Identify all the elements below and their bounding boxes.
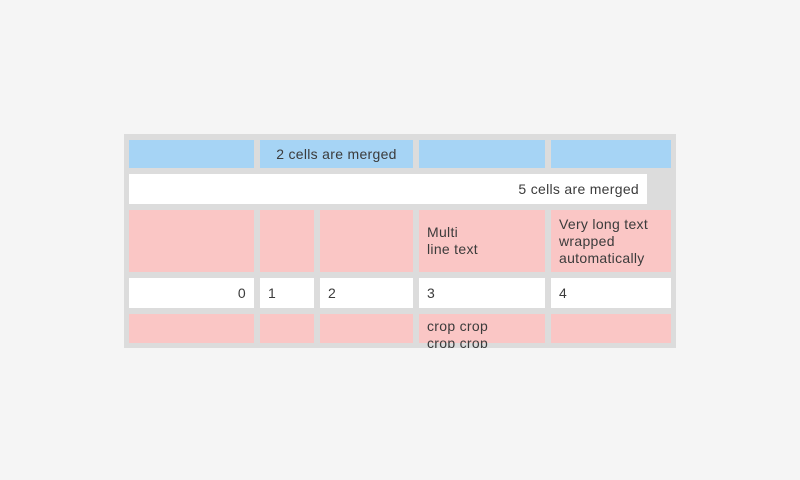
table-cell[interactable] (129, 314, 254, 343)
number-cell-4[interactable]: 4 (551, 278, 671, 308)
number-cell-3[interactable]: 3 (419, 278, 545, 308)
number-label-3: 3 (427, 284, 436, 301)
table-cell[interactable] (320, 314, 413, 343)
table-cell[interactable] (129, 210, 254, 272)
crop-text-cell[interactable]: crop crop crop crop (419, 314, 545, 348)
wrapped-text-label: Very long text wrapped automatically (559, 215, 649, 266)
table-row-crop: crop crop crop crop (129, 314, 671, 348)
table-cell[interactable] (260, 210, 314, 272)
multiline-cell[interactable]: Multi line text (419, 210, 545, 272)
merged-cells-table[interactable]: 2 cells are merged 5 cells are merged Mu… (124, 134, 676, 348)
multiline-label: Multi line text (427, 224, 478, 257)
table-row-full-merge: 5 cells are merged (129, 174, 671, 204)
table-row-numbers: 0 1 2 3 4 (129, 278, 671, 308)
table-row-header: 2 cells are merged (129, 140, 671, 168)
table-row-multiline: Multi line text Very long text wrapped a… (129, 210, 671, 272)
table-cell[interactable] (551, 140, 671, 168)
number-label-4: 4 (559, 284, 568, 301)
table-cell[interactable] (129, 140, 254, 168)
number-label-2: 2 (328, 284, 337, 301)
merged-5-label: 5 cells are merged (518, 180, 639, 197)
merged-5-cell[interactable]: 5 cells are merged (129, 174, 647, 204)
number-cell-0[interactable]: 0 (129, 278, 254, 308)
number-label-1: 1 (268, 284, 277, 301)
merged-2-label: 2 cells are merged (276, 145, 397, 162)
crop-text-label: crop crop crop crop (427, 318, 489, 348)
merged-2-cell[interactable]: 2 cells are merged (260, 140, 413, 168)
table-cell[interactable] (419, 140, 545, 168)
number-label-0: 0 (237, 284, 246, 301)
number-cell-1[interactable]: 1 (260, 278, 314, 308)
wrapped-text-cell[interactable]: Very long text wrapped automatically (551, 210, 671, 272)
number-cell-2[interactable]: 2 (320, 278, 413, 308)
table-cell[interactable] (551, 314, 671, 343)
table-cell[interactable] (260, 314, 314, 343)
table-cell[interactable] (320, 210, 413, 272)
